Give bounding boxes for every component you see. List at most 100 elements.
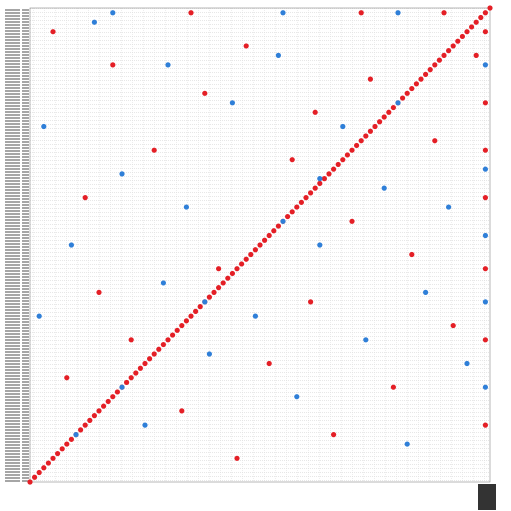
point xyxy=(243,43,249,49)
point xyxy=(441,10,447,16)
point xyxy=(317,180,323,186)
point xyxy=(68,436,74,442)
point xyxy=(418,76,424,82)
point xyxy=(303,195,309,201)
point xyxy=(137,365,143,371)
point xyxy=(482,195,488,201)
point xyxy=(482,62,488,68)
point xyxy=(91,19,97,25)
point xyxy=(367,76,373,82)
point xyxy=(110,62,116,68)
point xyxy=(381,114,387,120)
point xyxy=(96,408,102,414)
point xyxy=(78,427,84,433)
point xyxy=(312,109,318,115)
point xyxy=(156,346,162,352)
point xyxy=(105,398,111,405)
point xyxy=(275,223,281,229)
point xyxy=(482,422,488,428)
point xyxy=(478,14,484,21)
point xyxy=(133,370,139,376)
point xyxy=(473,52,479,59)
point xyxy=(358,138,364,144)
point xyxy=(91,413,97,419)
point xyxy=(455,38,461,44)
point xyxy=(340,157,346,163)
point xyxy=(487,5,493,11)
point xyxy=(239,261,245,267)
point xyxy=(110,394,116,400)
point xyxy=(432,62,438,68)
point xyxy=(229,270,235,277)
point xyxy=(358,10,364,16)
point xyxy=(179,322,185,329)
point xyxy=(64,375,70,381)
point xyxy=(312,185,318,191)
point xyxy=(289,157,295,163)
point xyxy=(183,318,189,324)
point xyxy=(124,379,130,386)
point xyxy=(229,100,235,106)
point xyxy=(266,360,272,367)
point xyxy=(271,228,277,234)
point xyxy=(390,104,396,111)
point xyxy=(45,460,52,466)
point xyxy=(372,123,378,130)
point xyxy=(216,266,222,272)
point xyxy=(128,375,134,381)
point xyxy=(446,48,452,54)
point xyxy=(344,152,350,158)
point xyxy=(55,450,61,457)
point xyxy=(252,313,258,319)
point xyxy=(257,242,263,248)
point xyxy=(331,432,337,438)
point xyxy=(280,10,286,16)
point xyxy=(482,337,488,343)
point xyxy=(381,185,387,191)
point xyxy=(174,327,180,333)
point xyxy=(101,403,107,409)
point xyxy=(409,85,415,92)
point xyxy=(188,10,194,16)
point xyxy=(275,52,281,59)
point xyxy=(390,384,396,390)
point xyxy=(68,242,74,248)
point xyxy=(423,71,429,77)
point xyxy=(197,304,203,310)
point xyxy=(413,81,419,87)
point xyxy=(50,29,56,35)
point xyxy=(409,251,415,258)
frame xyxy=(29,7,491,483)
point xyxy=(482,166,488,172)
point xyxy=(482,29,488,35)
point xyxy=(82,195,88,201)
point xyxy=(482,10,488,16)
point xyxy=(225,275,231,281)
point xyxy=(188,313,194,319)
point xyxy=(404,90,410,96)
point xyxy=(183,204,189,210)
point xyxy=(36,313,42,319)
point xyxy=(482,100,488,106)
point xyxy=(248,251,254,258)
point xyxy=(151,351,157,357)
point xyxy=(326,171,332,177)
point xyxy=(87,417,93,423)
point xyxy=(294,394,300,400)
point xyxy=(308,299,314,305)
point xyxy=(340,123,346,130)
point xyxy=(206,294,212,300)
point xyxy=(395,100,401,106)
point xyxy=(331,166,337,172)
point xyxy=(469,24,475,30)
point xyxy=(400,95,406,101)
point xyxy=(82,422,88,428)
point xyxy=(432,138,438,144)
point xyxy=(298,199,304,205)
point xyxy=(59,446,65,452)
point xyxy=(165,62,171,68)
point xyxy=(386,109,392,115)
point xyxy=(142,422,148,428)
point xyxy=(147,356,153,362)
